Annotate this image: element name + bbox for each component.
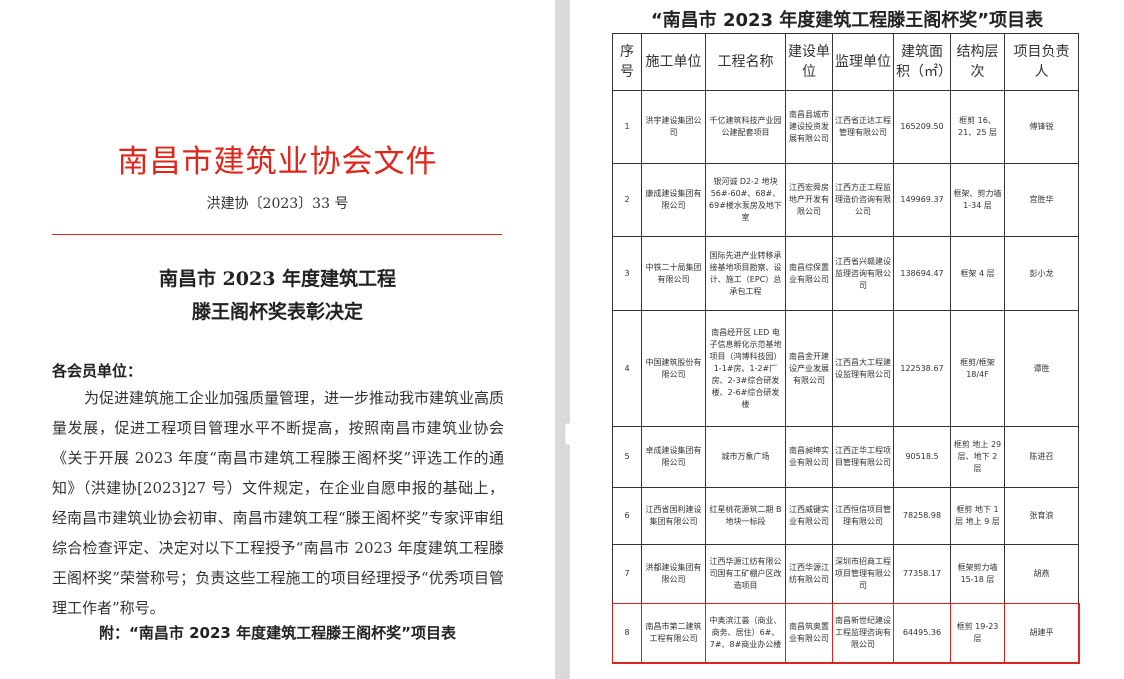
cell-developer: 江西宏舜房地产开发有限公司	[785, 163, 833, 237]
doc-number: 洪建协〔2023〕33 号	[206, 196, 349, 212]
table-row: 2 康成建设集团有限公司 银河诚 D2-2 地块 56#-60#、68#、69#楼水…	[612, 163, 1079, 237]
cell-area: 77358.17	[893, 544, 951, 604]
table-row: 1 洪宇建设集团公司 千亿建筑科技产业园公建配套项目 南昌县城市建设投资发展有限公司江…	[612, 90, 1079, 164]
cell-developer: 南昌金开建设产业发展有限公司	[785, 310, 833, 427]
cell-manager: 宫胜华	[1004, 163, 1079, 237]
cell-contractor: 江西省国利建设集团有限公司	[641, 487, 706, 545]
header-contractor: 施工单位	[641, 33, 706, 91]
cell-structure: 框架剪力墙 15-18 层	[950, 544, 1005, 604]
cell-project-name: 中奥滨江荟（商业、商务、居住）6#、7#、8#商业办公楼	[705, 603, 786, 663]
decision-heading-line2: 滕王阁杯奖表彰决定	[191, 301, 363, 323]
decision-heading-line1: 南昌市 2023 年度建筑工程	[158, 268, 397, 290]
cell-index: 8	[612, 603, 642, 663]
cell-supervisor: 江西正华工程项目管理有限公司	[832, 426, 894, 488]
cell-index: 5	[612, 426, 642, 488]
cell-developer: 南昌昶坤实业有限公司	[785, 426, 833, 488]
cell-index: 1	[612, 90, 642, 164]
left-page: 南昌市建筑业协会文件 洪建协〔2023〕33 号 南昌市 2023 年度建筑工程…	[0, 0, 555, 679]
cell-manager: 彭小龙	[1004, 236, 1079, 311]
cell-developer: 南昌筑奥置业有限公司	[785, 603, 833, 663]
table-title: “南昌市 2023 年度建筑工程滕王阁杯奖”项目表	[650, 10, 1044, 31]
cell-index: 6	[612, 487, 642, 545]
cell-manager: 胡燕	[1004, 544, 1079, 604]
page-gutter	[555, 0, 570, 679]
red-divider	[52, 234, 502, 235]
table-row: 7 洪都建设集团有限公司 江西华源江纺有限公司国有工矿棚户区改造项目 江西华源江纺有限…	[612, 544, 1079, 604]
cell-contractor: 卓成建设集团有限公司	[641, 426, 706, 488]
project-table: 序号 施工单位 工程名称 建设单位 监理单位 建筑面积（㎡） 结构层次 项目负责人 1 洪宇建设…	[611, 33, 1080, 664]
table-row: 6 江西省国利建设集团有限公司 红星桃花源筑二期 B 地块一标段 江西威键实业有限公司…	[612, 487, 1079, 545]
cell-structure: 框剪 地上 29 层、地下 2 层	[950, 426, 1005, 488]
cell-project-name: 红星桃花源筑二期 B 地块一标段	[705, 487, 786, 545]
cell-structure: 框剪 地下 1 层 地上 9 层	[950, 487, 1005, 545]
cell-manager: 陈进召	[1004, 426, 1079, 488]
cell-developer: 江西华源江纺有限公司	[785, 544, 833, 604]
cell-project-name: 国际先进产业转移承接基地项目勘察、设计、施工（EPC）总承包工程	[705, 236, 786, 311]
header-index: 序号	[612, 33, 642, 91]
salutation: 各会员单位：	[52, 362, 143, 380]
header-developer: 建设单位	[785, 33, 833, 91]
cell-contractor: 中铁二十局集团有限公司	[641, 236, 706, 311]
cell-supervisor: 江西省兴赣建设监理咨询有限公司	[832, 236, 894, 311]
cell-index: 3	[612, 236, 642, 311]
cell-supervisor: 南昌新世纪建设工程监理咨询有限公司	[832, 603, 894, 663]
cell-manager: 胡建平	[1004, 603, 1079, 663]
cell-area: 122538.67	[893, 310, 951, 427]
cell-structure: 框架、剪力墙 1-34 层	[950, 163, 1005, 237]
cell-structure: 框剪/框架 18/4F	[950, 310, 1005, 427]
cell-area: 149969.37	[893, 163, 951, 237]
cell-manager: 谭胜	[1004, 310, 1079, 427]
cell-index: 4	[612, 310, 642, 427]
cell-supervisor: 江西省正达工程管理有限公司	[832, 90, 894, 164]
cell-area: 90518.5	[893, 426, 951, 488]
header-project-name: 工程名称	[705, 33, 786, 91]
cell-area: 78258.98	[893, 487, 951, 545]
cell-developer: 南昌县城市建设投资发展有限公司	[785, 90, 833, 164]
cell-structure: 框剪 19-23 层	[950, 603, 1005, 663]
cell-project-name: 南昌经开区 LED 电子信息孵化示范基地项目（鸿博科技园）1-1#房、1-2#厂…	[705, 310, 786, 427]
cell-area: 64495.36	[893, 603, 951, 663]
table-row: 5 卓成建设集团有限公司 城市万象广场 南昌昶坤实业有限公司 江西正华工程项目管理有限公…	[612, 426, 1079, 488]
cell-structure: 框剪 16、21、25 层	[950, 90, 1005, 164]
header-manager: 项目负责人	[1004, 33, 1079, 91]
cell-structure: 框架 4 层	[950, 236, 1005, 311]
cell-index: 7	[612, 544, 642, 604]
cell-area: 165209.50	[893, 90, 951, 164]
cell-contractor: 康成建设集团有限公司	[641, 163, 706, 237]
header-area: 建筑面积（㎡）	[893, 33, 952, 91]
table-row: 4 中国建筑股份有限公司 南昌经开区 LED 电子信息孵化示范基地项目（鸿博科技园）…	[612, 310, 1079, 427]
cell-developer: 南昌综保置业有限公司	[785, 236, 833, 311]
cell-supervisor: 江西昌大工程建设监理有限公司	[832, 310, 894, 427]
cell-contractor: 洪宇建设集团公司	[641, 90, 706, 164]
cell-project-name: 银河诚 D2-2 地块 56#-60#、68#、69#楼水泵房及地下室	[705, 163, 786, 237]
cell-project-name: 江西华源江纺有限公司国有工矿棚户区改造项目	[705, 544, 786, 604]
cell-index: 2	[612, 163, 642, 237]
table-row: 3 中铁二十局集团有限公司 国际先进产业转移承接基地项目勘察、设计、施工（EPC）总…	[612, 236, 1079, 311]
cell-contractor: 中国建筑股份有限公司	[641, 310, 706, 427]
table-row: 8 南昌市第二建筑工程有限公司 中奥滨江荟（商业、商务、居住）6#、7#、8#商业办…	[611, 602, 1080, 664]
cell-developer: 江西威键实业有限公司	[785, 487, 833, 545]
header-structure: 结构层次	[950, 33, 1005, 91]
table-header-row: 序号 施工单位 工程名称 建设单位 监理单位 建筑面积（㎡） 结构层次 项目负责人	[612, 33, 1079, 91]
cell-manager: 傅锋锐	[1004, 90, 1079, 164]
cell-project-name: 千亿建筑科技产业园公建配套项目	[705, 90, 786, 164]
org-title: 南昌市建筑业协会文件	[117, 144, 438, 180]
cell-supervisor: 深圳市招商工程项目管理有限公司	[832, 544, 894, 604]
cell-contractor: 南昌市第二建筑工程有限公司	[641, 603, 706, 663]
cell-project-name: 城市万象广场	[705, 426, 786, 488]
cell-area: 138694.47	[893, 236, 951, 311]
cell-manager: 张育浪	[1004, 487, 1079, 545]
attachment-line: 附：“南昌市 2023 年度建筑工程滕王阁杯奖”项目表	[99, 624, 456, 642]
body-paragraph: 为促进建筑施工企业加强质量管理，进一步推动我市建筑业高质量发展，促进工程项目管理…	[52, 389, 505, 617]
cell-supervisor: 江西恒信项目管理有限公司	[832, 487, 894, 545]
cell-supervisor: 江西方正工程监理造价咨询有限公司	[832, 163, 894, 237]
header-supervisor: 监理单位	[832, 33, 894, 91]
cell-contractor: 洪都建设集团有限公司	[641, 544, 706, 604]
